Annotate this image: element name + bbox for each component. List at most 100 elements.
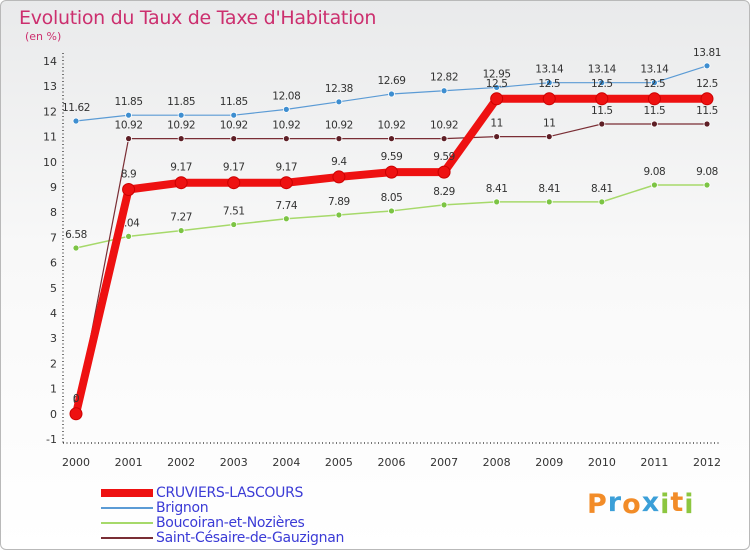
data-point (385, 165, 398, 179)
data-point (279, 176, 293, 190)
y-tick-label: 3 (50, 332, 57, 345)
data-label: 9.59 (433, 151, 455, 163)
data-point (230, 135, 238, 143)
legend-swatch (101, 521, 153, 524)
legend-item: Brignon (101, 499, 344, 516)
logo-letter: o (622, 489, 642, 520)
data-label: 12.5 (696, 78, 718, 90)
y-tick-label: 6 (50, 257, 57, 270)
data-point (282, 135, 290, 143)
logo-letter: r (607, 487, 623, 518)
data-point (598, 198, 606, 206)
x-tick-label: 2006 (378, 456, 406, 469)
x-tick-label: 2004 (272, 456, 300, 469)
legend-swatch (101, 488, 153, 497)
data-label: 7.74 (275, 200, 297, 212)
x-tick-label: 2007 (430, 456, 458, 469)
y-tick-label: 14 (43, 55, 57, 68)
data-point (335, 211, 343, 219)
proxiti-logo: Proxiti (587, 487, 695, 520)
data-point (230, 221, 238, 228)
x-tick-label: 2010 (588, 456, 616, 469)
data-point (388, 90, 395, 98)
x-tick-label: 2009 (535, 456, 563, 469)
data-label: 10.92 (325, 120, 353, 132)
data-label: 11.5 (591, 105, 613, 117)
chart-legend: CRUVIERS-LASCOURS Brignon Boucoiran-et-Noz… (101, 485, 344, 546)
legend-swatch (101, 536, 153, 539)
data-label: 12.5 (538, 78, 560, 90)
data-label: 13.14 (640, 64, 669, 76)
logo-letter: P (587, 489, 608, 520)
legend-label: Brignon (156, 499, 209, 516)
data-label: 7.89 (328, 196, 350, 208)
data-point (177, 111, 185, 119)
data-point (177, 135, 185, 143)
data-label: 9.59 (381, 151, 403, 163)
data-label: 8.29 (433, 186, 455, 198)
series-line (72, 94, 711, 418)
data-label: 8.05 (381, 192, 403, 204)
data-label: 6.58 (65, 229, 87, 241)
logo-letter: t (670, 487, 685, 518)
logo-letter: x (641, 487, 661, 518)
y-tick-label: 9 (50, 181, 57, 194)
x-tick-label: 2005 (325, 456, 353, 469)
data-label: 11.85 (167, 96, 195, 108)
data-point (69, 407, 83, 421)
data-label: 10.92 (167, 120, 195, 132)
y-tick-label: 4 (50, 307, 57, 320)
y-tick-label: 8 (50, 206, 57, 219)
data-point (125, 232, 132, 240)
data-label: 9.4 (331, 156, 347, 168)
data-point (125, 135, 132, 143)
x-tick-label: 2001 (115, 456, 143, 469)
data-point (227, 176, 241, 190)
data-label: 10.92 (430, 120, 458, 132)
series-cruviers-lascours: 0 8.9 9.17 9.17 9.17 9.4 9.59 9.59 12.5 12.5 12.5 1… (69, 78, 718, 421)
series-boucoiran-et-nozi-res: 6.587.04 7.277.51 7.74 7.89 8.058.29 8.41 8.41… (65, 166, 718, 252)
y-tick-label: 1 (50, 383, 57, 396)
data-point (332, 170, 346, 184)
data-point (651, 120, 658, 128)
data-point (174, 176, 188, 190)
data-point (700, 92, 714, 106)
data-point (335, 98, 343, 106)
data-label: 13.81 (693, 47, 721, 59)
data-label: 9.17 (223, 162, 245, 174)
legend-swatch (101, 506, 153, 509)
x-tick-label: 2000 (62, 456, 90, 469)
data-point (122, 183, 136, 197)
data-point (230, 111, 238, 119)
legend-item: Saint-Césaire-de-Gauzignan (101, 530, 344, 546)
data-label: 7.51 (223, 206, 245, 218)
x-tick-label: 2008 (483, 456, 511, 469)
x-tick-label: 2012 (693, 456, 721, 469)
data-label: 12.5 (644, 78, 666, 90)
data-label: 7.27 (170, 212, 192, 224)
data-label: 9.17 (275, 162, 297, 174)
y-tick-label: 7 (50, 231, 57, 244)
data-label: 9.08 (696, 166, 718, 178)
chart-title: Evolution du Taux de Taxe d'Habitation (19, 7, 377, 29)
data-label: 8.41 (486, 183, 508, 195)
data-point (490, 92, 504, 106)
y-tick-label: 11 (43, 131, 57, 144)
data-point (703, 120, 711, 128)
y-tick-label: 5 (50, 282, 57, 295)
data-label: 13.14 (588, 64, 617, 76)
data-point (440, 135, 448, 143)
data-point (72, 244, 80, 252)
y-tick-label: 13 (43, 80, 57, 93)
data-label: 12.5 (486, 78, 508, 90)
legend-label: Boucoiran-et-Nozières (156, 514, 305, 531)
data-point (388, 135, 395, 143)
legend-item: Boucoiran-et-Nozières (101, 514, 344, 531)
data-point (282, 215, 290, 223)
y-tick-label: -1 (46, 433, 57, 446)
data-label: 12.08 (272, 90, 300, 102)
data-label: 11.5 (696, 105, 718, 117)
data-point (545, 133, 553, 141)
data-point (703, 181, 711, 189)
data-point (493, 133, 501, 141)
